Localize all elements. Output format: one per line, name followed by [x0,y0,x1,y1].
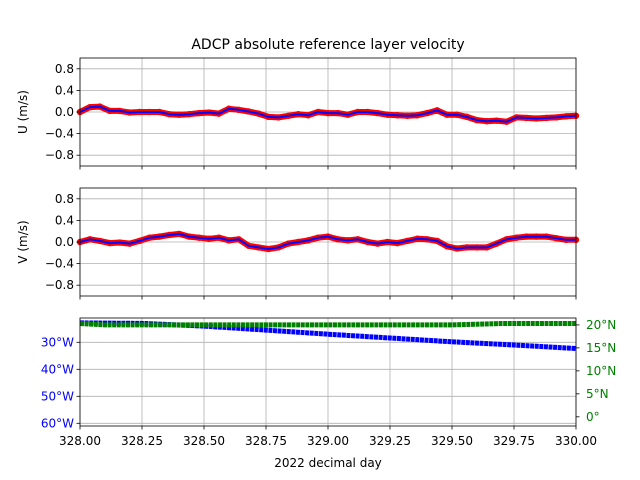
y-tick-label: −0.4 [45,127,74,141]
y-tick-label: 0.0 [55,105,74,119]
v-velocity-panel: 0.8 0.4 0.0 −0.4 −0.8 V (m/s) [16,187,580,300]
x-tick-label: 328.00 [59,434,101,448]
x-tick-label: 328.25 [121,434,163,448]
latitude-tick-label: 10°N [586,364,616,378]
u-velocity-panel: 0.8 0.4 0.0 −0.4 −0.8 U (m/s) [16,57,580,170]
x-tick-label: 330.00 [555,434,597,448]
latitude-tick-label: 0° [586,410,600,424]
y-tick-label: 0.0 [55,235,74,249]
x-tick-label: 329.75 [493,434,535,448]
x-axis-label: 2022 decimal day [274,456,382,470]
x-tick-label: 328.75 [245,434,287,448]
x-tick-label: 329.25 [369,434,411,448]
x-tick-label: 329.50 [431,434,473,448]
latitude-tick-label: 15°N [586,341,616,355]
y-tick-label: 0.4 [55,213,74,227]
y-tick-label: 0.8 [55,192,74,206]
y-tick-label: −0.8 [45,278,74,292]
y-axis-label: U (m/s) [16,90,30,134]
y-tick-label: 0.8 [55,62,74,76]
longitude-tick-label: 30°W [41,335,74,349]
chart-title: ADCP absolute reference layer velocity [191,37,464,53]
latitude-tick-label: 5°N [586,387,609,401]
y-tick-label: −0.8 [45,148,74,162]
y-tick-label: 0.4 [55,83,74,97]
u-smoothed-series [79,105,577,123]
latitude-tick-label: 20°N [586,318,616,332]
v-smoothed-series [79,232,576,250]
x-tick-label: 329.00 [307,434,349,448]
longitude-tick-label: 50°W [41,389,74,403]
x-tick-label: 328.50 [183,434,225,448]
latitude-series [79,321,576,328]
y-tick-label: −0.4 [45,257,74,271]
longitude-tick-label: 40°W [41,362,74,376]
position-panel: 30°W 40°W 50°W 60°W 20°N 15°N 10°N 5°N 0° 328.00 3… [41,317,616,448]
longitude-tick-label: 60°W [41,416,74,430]
y-axis-label: V (m/s) [16,220,30,263]
